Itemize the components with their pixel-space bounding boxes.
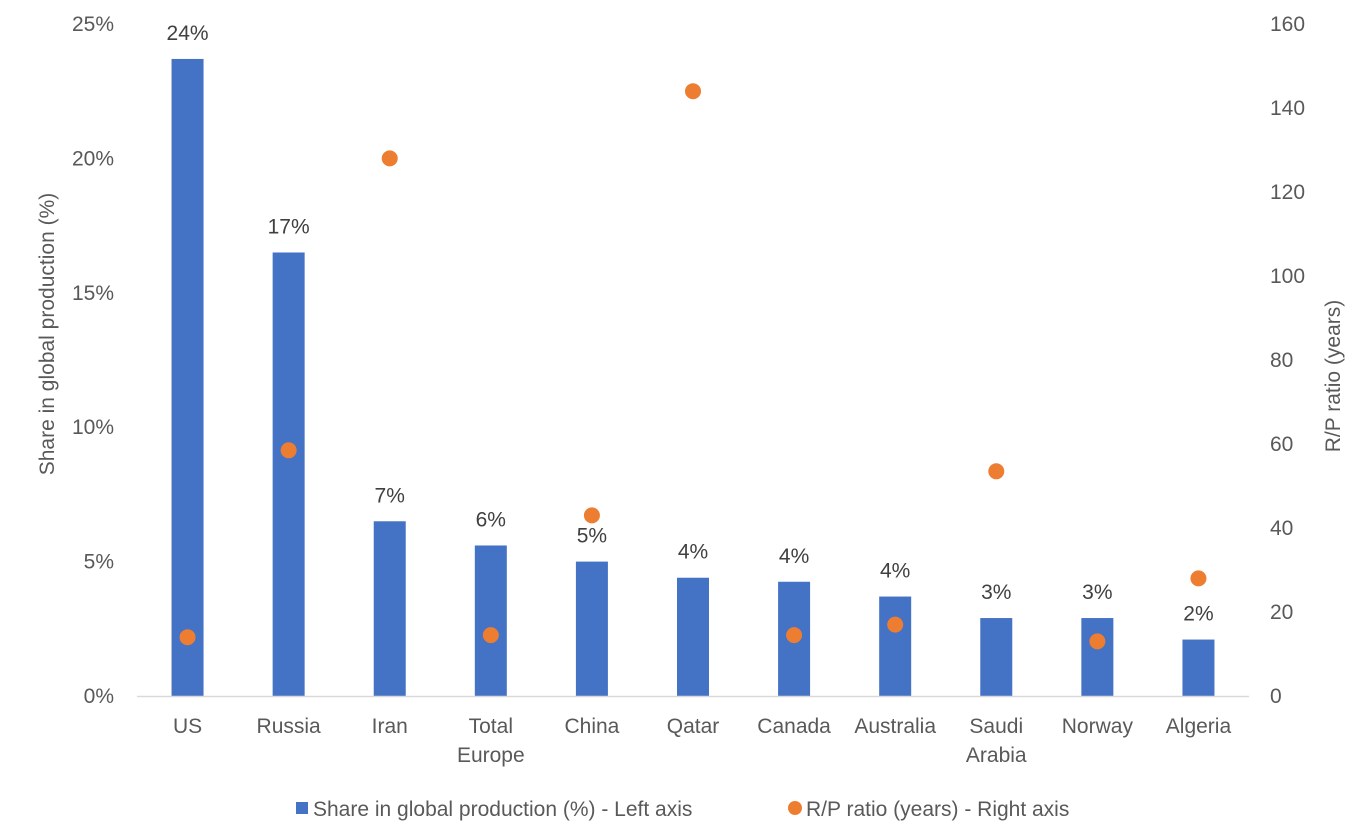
bar-data-label: 2%: [1183, 603, 1213, 626]
left-tick-label: 5%: [84, 551, 114, 574]
bar: [474, 545, 507, 696]
bar-data-label: 6%: [476, 508, 506, 531]
bar-data-label: 4%: [779, 545, 809, 568]
scatter-point: [685, 83, 701, 100]
left-axis-ticks: 0% 5% 10% 15% 20% 25%: [72, 13, 114, 708]
scatter-point: [381, 150, 398, 167]
bar-data-label: 3%: [981, 581, 1011, 604]
bar: [677, 577, 709, 696]
legend-swatch-dot: [788, 801, 802, 815]
scatter-point: [1190, 570, 1207, 587]
category-label: Canada: [757, 715, 831, 738]
category-label: Saudi Arabia: [966, 715, 1027, 767]
scatter-point: [1089, 633, 1106, 650]
category-labels: US Russia Iran Total Europe China Qatar Canada A…: [173, 715, 1232, 767]
right-tick-label: 160: [1270, 13, 1305, 36]
category-label: Total Europe: [457, 715, 525, 767]
bar: [373, 521, 406, 696]
category-label: Norway: [1062, 715, 1134, 738]
right-tick-label: 80: [1270, 349, 1293, 372]
left-axis-title: Share in global production (%): [36, 193, 59, 476]
bar-data-label: 4%: [678, 541, 708, 564]
category-label: Australia: [854, 715, 936, 738]
bar: [980, 618, 1013, 696]
right-axis-ticks: 0 20 40 60 80 100 120 140 160: [1270, 13, 1305, 708]
scatter-point: [786, 627, 803, 644]
left-tick-label: 0%: [84, 685, 114, 708]
left-tick-label: 20%: [72, 147, 114, 170]
bar-data-label: 7%: [375, 484, 405, 507]
scatter-point: [179, 629, 196, 646]
category-label: US: [173, 715, 202, 738]
right-tick-label: 40: [1270, 517, 1293, 540]
left-tick-label: 10%: [72, 416, 114, 439]
bar: [1081, 618, 1114, 696]
bar: [272, 252, 305, 697]
category-label: Qatar: [667, 715, 720, 738]
bar-data-label: 3%: [1082, 581, 1112, 604]
bar-data-label: 17%: [268, 215, 310, 238]
right-axis-title: R/P ratio (years): [1322, 300, 1345, 453]
left-tick-label: 15%: [72, 282, 114, 305]
legend-label-dot: R/P ratio (years) - Right axis: [806, 798, 1069, 821]
right-tick-label: 0: [1270, 685, 1282, 708]
scatter-point: [887, 616, 904, 633]
legend-swatch-bar: [296, 802, 308, 814]
bar: [1182, 639, 1215, 696]
right-tick-label: 140: [1270, 97, 1305, 120]
bar-series: [171, 58, 1215, 697]
bar: [575, 561, 608, 696]
scatter-point: [583, 507, 600, 524]
right-tick-label: 120: [1270, 181, 1305, 204]
left-tick-label: 25%: [72, 13, 114, 36]
scatter-point: [482, 627, 499, 644]
category-label: Russia: [257, 715, 322, 738]
right-tick-label: 20: [1270, 601, 1293, 624]
scatter-point: [280, 442, 297, 459]
bar-data-label: 4%: [880, 560, 910, 583]
bar-data-label: 5%: [577, 525, 607, 548]
right-tick-label: 60: [1270, 433, 1293, 456]
category-label: Iran: [372, 715, 408, 738]
legend: Share in global production (%) - Left ax…: [296, 798, 1069, 821]
scatter-point: [988, 463, 1005, 480]
right-tick-label: 100: [1270, 265, 1305, 288]
legend-label-bar: Share in global production (%) - Left ax…: [313, 798, 692, 821]
bar: [879, 596, 912, 696]
category-label: Algeria: [1166, 715, 1232, 738]
category-label: China: [564, 715, 619, 738]
bar-data-label: 24%: [167, 22, 209, 45]
bar-data-labels: 24% 17% 7% 6% 5% 4% 4% 4% 3% 3% 2%: [167, 22, 1214, 626]
scatter-series: [179, 83, 1207, 650]
bar: [171, 58, 204, 697]
